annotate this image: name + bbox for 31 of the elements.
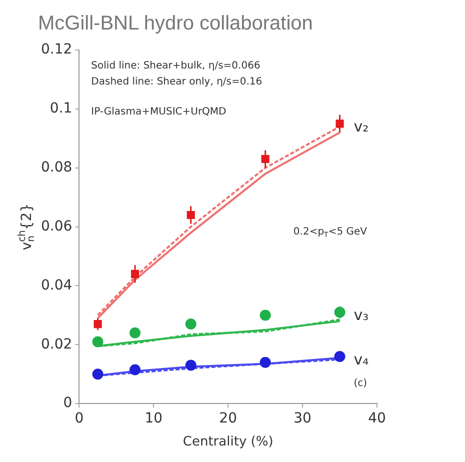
point bbox=[185, 360, 196, 371]
x-tick-label: 20 bbox=[219, 410, 237, 427]
annotation: (c) bbox=[354, 378, 368, 390]
point bbox=[130, 327, 141, 338]
annotation: IP-Glasma+MUSIC+UrQMD bbox=[91, 106, 227, 118]
y-tick-label: 0.04 bbox=[41, 277, 72, 294]
y-axis-title: vnch{2} bbox=[16, 203, 37, 250]
x-tick-label: 10 bbox=[144, 410, 163, 427]
point bbox=[92, 336, 104, 348]
point bbox=[260, 310, 271, 321]
y-tick-label: 0.08 bbox=[41, 160, 72, 176]
y-tick-label: 0.02 bbox=[41, 336, 72, 352]
point bbox=[185, 318, 196, 330]
annotation: Dashed line: Shear only, η/s=0.16 bbox=[91, 76, 262, 88]
y-tick-label: 0.12 bbox=[41, 42, 72, 58]
point bbox=[334, 350, 346, 362]
x-axis-title: Centrality (%) bbox=[182, 434, 274, 450]
chart-title: McGill-BNL hydro collaboration bbox=[38, 12, 313, 35]
annotation: Solid line: Shear+bulk, η/s=0.066 bbox=[91, 60, 260, 72]
series-label: v₂ bbox=[354, 118, 369, 136]
series-label: v₃ bbox=[354, 306, 369, 324]
y-tick-label: 0.06 bbox=[41, 218, 72, 234]
x-tick-label: 40 bbox=[368, 410, 386, 427]
x-tick-label: 0 bbox=[74, 410, 84, 427]
x-tick-label: 30 bbox=[294, 410, 312, 427]
point bbox=[130, 364, 141, 376]
y-tick-label: 0 bbox=[63, 395, 72, 412]
point bbox=[260, 356, 271, 368]
series-label: v₄ bbox=[354, 350, 369, 368]
point bbox=[92, 368, 104, 380]
y-tick-label: 0.1 bbox=[50, 100, 72, 117]
